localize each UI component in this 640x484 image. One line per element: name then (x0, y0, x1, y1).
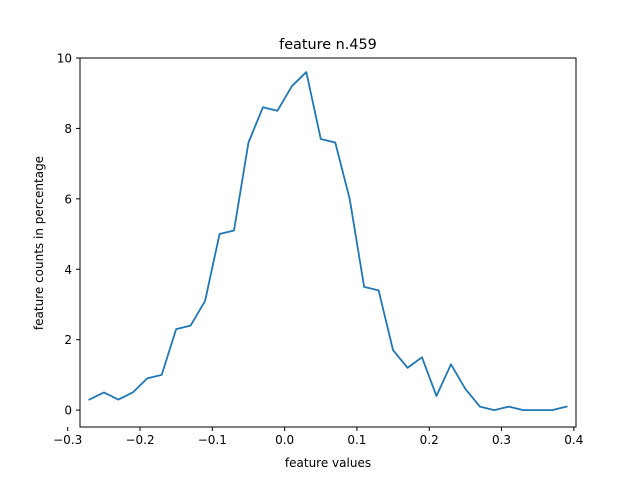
axes-frame (79, 57, 577, 428)
series-line (88, 71, 568, 412)
y-tick-label: 10 (57, 52, 72, 66)
y-axis-ticks: 0 2 4 6 8 10 (57, 52, 80, 418)
x-tick-label: 0.2 (420, 433, 439, 447)
plot-area (88, 71, 568, 412)
y-tick-label: 4 (64, 263, 72, 277)
chart-title: feature n.459 (279, 37, 377, 53)
x-tick-label: 0.1 (347, 433, 366, 447)
y-tick-label: 6 (64, 192, 72, 206)
x-tick-label: 0.3 (492, 433, 511, 447)
x-tick-label: 0.4 (564, 433, 583, 447)
x-tick-label: −0.2 (125, 433, 154, 447)
x-axis-label: feature values (285, 456, 371, 470)
x-tick-label: 0.0 (275, 433, 294, 447)
y-axis-label: feature counts in percentage (32, 156, 46, 330)
y-tick-label: 0 (64, 404, 72, 418)
x-tick-label: −0.1 (198, 433, 227, 447)
y-tick-label: 2 (64, 333, 72, 347)
x-tick-label: −0.3 (53, 433, 82, 447)
y-tick-label: 8 (64, 122, 72, 136)
x-axis-ticks: −0.3 −0.2 −0.1 0.0 0.1 0.2 0.3 0.4 (53, 427, 583, 447)
